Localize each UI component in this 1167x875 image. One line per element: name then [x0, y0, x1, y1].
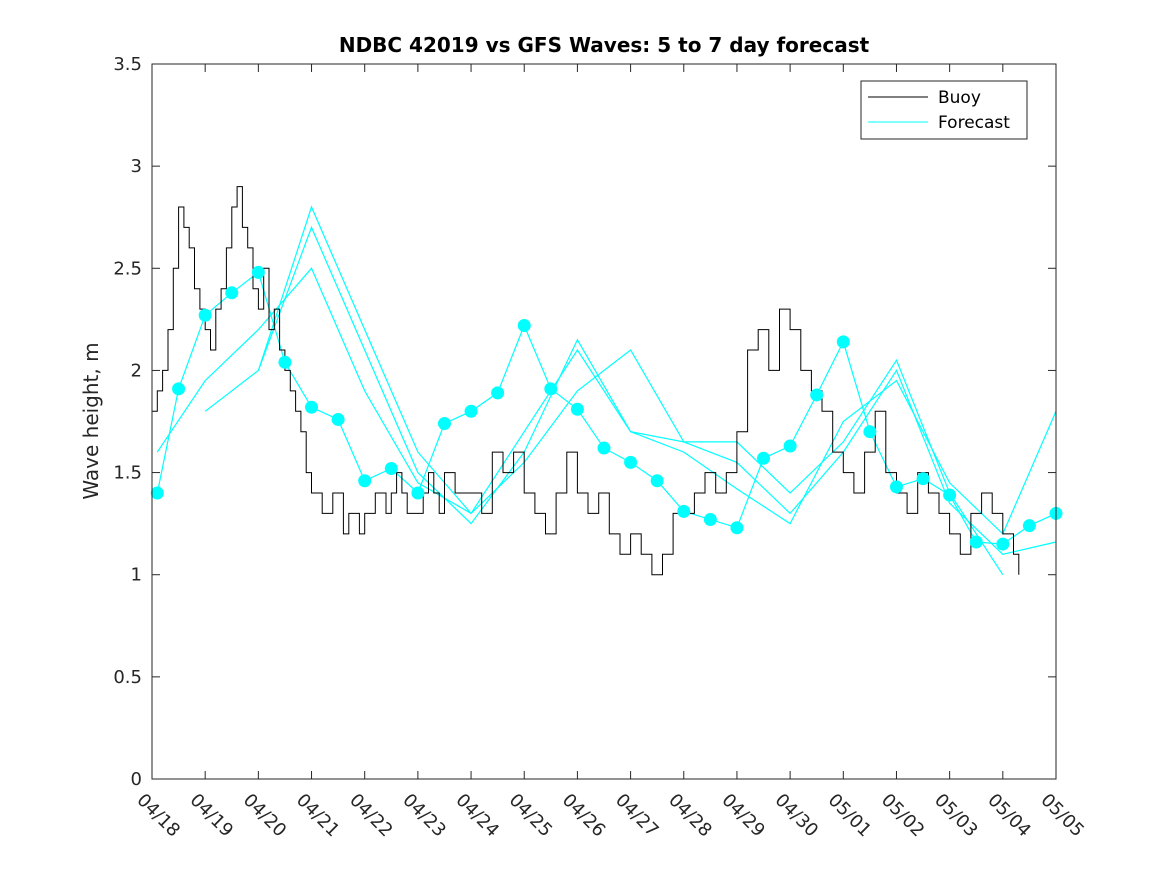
forecast-line-4 [257, 205, 1004, 576]
y-tick-label: 1 [131, 565, 142, 586]
chart-title: NDBC 42019 vs GFS Waves: 5 to 7 day fore… [339, 33, 870, 57]
forecast-point [150, 486, 164, 500]
forecast-point [198, 308, 212, 322]
forecast-point [305, 400, 319, 414]
forecast-point [251, 265, 265, 279]
y-tick-label: 2 [131, 360, 142, 381]
forecast-point [491, 386, 505, 400]
y-tick-label: 1.5 [113, 463, 142, 484]
forecast-point [225, 286, 239, 300]
forecast-point [996, 537, 1010, 551]
forecast-point [863, 425, 877, 439]
forecast-point [730, 521, 744, 535]
forecast-point [172, 382, 186, 396]
y-tick-label: 3.5 [113, 54, 142, 75]
legend-buoy-label: Buoy [938, 88, 981, 108]
forecast-point [1022, 519, 1036, 533]
forecast-point [437, 417, 451, 431]
forecast-point [650, 474, 664, 488]
y-tick-label: 2.5 [113, 258, 142, 279]
forecast-point [916, 472, 930, 486]
buoy-line [152, 186, 1020, 576]
forecast-point [464, 404, 478, 418]
forecast-point [757, 451, 771, 465]
forecast-line-2 [156, 267, 1057, 535]
forecast-point [969, 535, 983, 549]
forecast-point [677, 504, 691, 518]
forecast-point [597, 441, 611, 455]
forecast-point [517, 318, 531, 332]
y-axis-label: Wave height, m [79, 342, 103, 499]
forecast-point [703, 513, 717, 527]
legend: Buoy Forecast [860, 80, 1028, 140]
plot-frame [151, 63, 1057, 780]
forecast-point [889, 480, 903, 494]
forecast-point [810, 388, 824, 402]
forecast-point [783, 439, 797, 453]
forecast-point [836, 335, 850, 349]
forecast-point [570, 402, 584, 416]
forecast-point [624, 455, 638, 469]
y-tick-label: 0 [131, 769, 142, 790]
y-tick-label: 3 [131, 156, 142, 177]
forecast-point [331, 412, 345, 426]
forecast-point [411, 486, 425, 500]
forecast-point [358, 474, 372, 488]
forecast-point [278, 355, 292, 369]
y-tick-label: 0.5 [113, 667, 142, 688]
forecast-point [384, 461, 398, 475]
legend-box [860, 80, 1028, 140]
forecast-point [943, 488, 957, 502]
forecast-line-3 [204, 225, 1057, 555]
forecast-point [544, 382, 558, 396]
legend-forecast-label: Forecast [938, 113, 1010, 133]
